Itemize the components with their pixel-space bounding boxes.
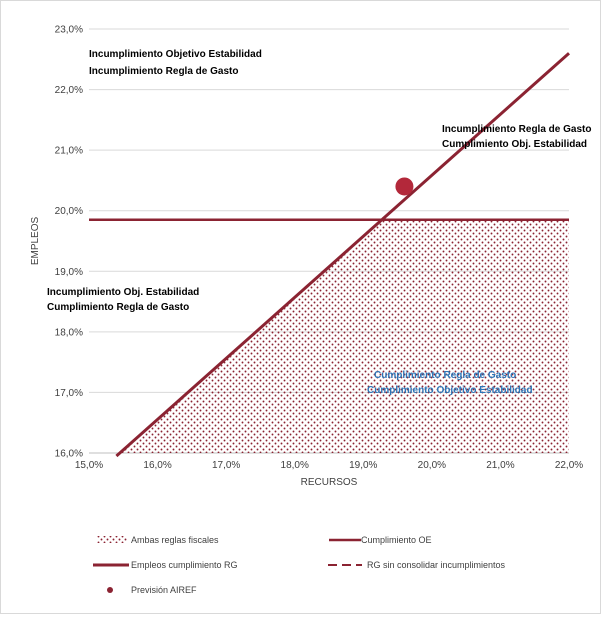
series-cumplimiento-oe [115, 52, 570, 458]
marker-prevision-airef [395, 177, 414, 196]
y-tick-label: 21,0% [55, 146, 83, 157]
tick-labels: 16,0% 17,0% 18,0% 19,0% 20,0% 21,0% 22,0% 23,0%… [55, 25, 584, 472]
legend-item-cumplimiento-oe: Cumplimiento OE [329, 535, 432, 545]
annotation-top-left-1: Incumplimiento Objetivo Estabilidad [89, 49, 262, 60]
x-tick-label: 22,0% [555, 460, 583, 471]
legend-item-rg-sin-consolidar: RG sin consolidar incumplimientos [328, 560, 506, 570]
y-tick-label: 20,0% [55, 206, 83, 217]
legend-item-ambas-reglas: Ambas reglas fiscales [97, 535, 219, 545]
legend-label-prevision-airef: Previsión AIREF [131, 585, 197, 595]
annotation-bottom-right-1: Cumplimiento Regla de Gasto [374, 370, 516, 381]
legend-label-empleos-rg: Empleos cumplimiento RG [131, 560, 238, 570]
x-tick-label: 19,0% [349, 460, 377, 471]
legend-swatch-dotted [97, 536, 127, 543]
legend-item-prevision-airef: Previsión AIREF [107, 585, 197, 595]
x-axis-label: RECURSOS [301, 477, 358, 488]
annotation-bottom-right-2: Cumplimiento Objetivo Estabilidad [367, 385, 533, 396]
x-tick-label: 21,0% [486, 460, 514, 471]
legend: Ambas reglas fiscales Cumplimiento OE Em… [93, 535, 506, 595]
legend-label-rg-sin-consolidar: RG sin consolidar incumplimientos [367, 560, 506, 570]
legend-label-cumplimiento-oe: Cumplimiento OE [361, 535, 432, 545]
area-ambas-reglas [119, 219, 569, 453]
x-tick-label: 20,0% [418, 460, 446, 471]
legend-label-ambas-reglas: Ambas reglas fiscales [131, 535, 219, 545]
area-ambas-reglas-fill [119, 219, 569, 453]
y-tick-label: 16,0% [55, 449, 83, 460]
x-tick-label: 18,0% [281, 460, 309, 471]
y-tick-label: 23,0% [55, 25, 83, 36]
annotation-middle-left-1: Incumplimiento Obj. Estabilidad [47, 287, 199, 298]
series-markers [395, 177, 414, 196]
annotation-middle-left-2: Cumplimiento Regla de Gasto [47, 302, 189, 313]
y-tick-label: 17,0% [55, 388, 83, 399]
y-tick-label: 22,0% [55, 85, 83, 96]
series-lines [89, 52, 570, 458]
x-tick-label: 16,0% [143, 460, 171, 471]
y-axis-label: EMPLEOS [30, 217, 41, 266]
y-tick-label: 18,0% [55, 327, 83, 338]
y-tick-label: 19,0% [55, 267, 83, 278]
annotation-top-left-2: Incumplimiento Regla de Gasto [89, 66, 238, 77]
x-tick-label: 17,0% [212, 460, 240, 471]
annotation-top-right-1: Incumplimiento Regla de Gasto [442, 124, 591, 135]
legend-swatch-marker [107, 587, 113, 593]
x-tick-label: 15,0% [75, 460, 103, 471]
legend-item-empleos-rg: Empleos cumplimiento RG [93, 560, 238, 570]
annotation-top-right-2: Cumplimiento Obj. Estabilidad [442, 139, 587, 150]
